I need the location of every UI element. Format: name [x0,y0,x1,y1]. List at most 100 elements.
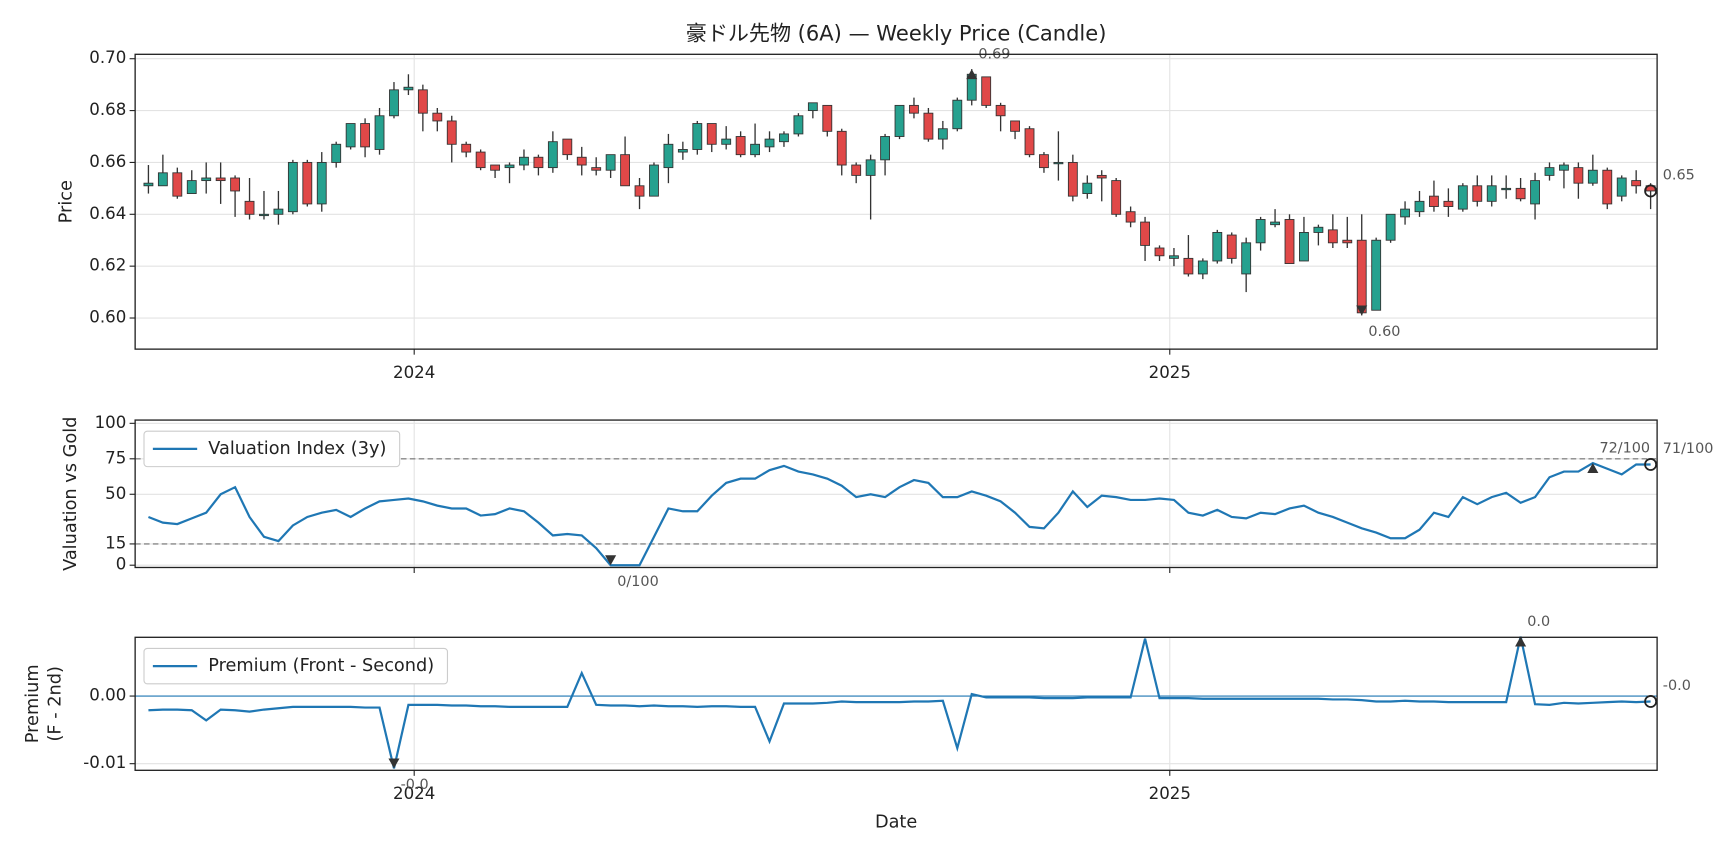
last-annotation: 71/100 [1663,441,1714,457]
candle-body [1385,213,1396,241]
candle-body [562,138,573,156]
candle-body [1183,257,1194,275]
plot-frame [134,636,1658,771]
last-marker [1644,184,1658,198]
candle-body [1039,154,1049,169]
y-axis-label: Price [56,180,76,223]
candle-body [692,123,703,150]
candle-body [1573,167,1584,184]
candle-body [547,141,558,169]
candle-body [1125,211,1136,223]
candle-body [1082,182,1093,194]
legend-label: Valuation Index (3y) [208,439,386,459]
candle-body [836,130,847,166]
min-annotation: -0.0 [401,777,429,793]
y-tick-label: 0.62 [89,256,126,275]
candle-body [1544,167,1555,176]
series-line [148,461,1651,567]
candle-body [750,143,760,156]
y-tick-label: 0.60 [89,308,126,327]
candle-body [663,143,674,169]
min-annotation: 0/100 [617,574,658,590]
candle-body [533,156,544,169]
candle-body [432,112,443,122]
candle-body [519,156,529,166]
candle-body [1284,219,1295,265]
last-marker [1644,695,1658,708]
candle-body [360,123,371,148]
plot-frame [134,419,1658,569]
chart-title: 豪ドル先物 (6A) — Weekly Price (Candle) [686,20,1107,45]
candle-body [1472,185,1483,202]
candle-body [259,213,269,217]
candle-body [764,138,775,148]
candle-body [634,185,645,197]
candle-body [1486,185,1497,202]
candle-body [1457,185,1468,210]
candle-body [1602,169,1613,205]
candle-body [186,180,197,194]
candle-body [591,167,602,171]
candle-body [389,89,399,117]
y-tick-label: 0.64 [89,204,126,223]
candle-body [1255,219,1266,244]
candle-body [851,164,862,176]
x-tick-label: 2025 [1149,784,1191,803]
candle-body [475,151,486,169]
candle-body [1414,200,1425,213]
candle-body [779,133,789,143]
legend-label: Premium (Front - Second) [208,656,434,676]
y-tick-label: 0.66 [89,152,126,171]
candle-body [302,161,313,205]
candle-body [1530,180,1540,205]
candle-body [1241,242,1252,275]
max-annotation: 0.0 [1527,614,1550,630]
candle-body [1024,128,1035,156]
max-marker [1515,636,1527,647]
candle-body [1327,229,1338,244]
candle-body [1443,200,1454,207]
plot-frame [134,53,1658,350]
max-annotation: 72/100 [1599,441,1650,457]
x-tick-label: 2024 [393,363,435,382]
candle-body [1313,226,1324,233]
x-tick-label: 2025 [1149,363,1191,382]
candle-body [735,136,746,156]
max-marker [1587,463,1599,474]
y-tick-label: -0.01 [83,753,126,772]
y-tick-label: 0.70 [89,48,126,67]
candle-body [1371,239,1382,311]
candle-body [1342,239,1353,244]
candle-body [230,177,241,192]
candle-body [894,104,905,137]
candle-body [1501,187,1512,191]
candle-body [576,156,587,166]
candle-body [1299,232,1309,262]
candle-body [461,143,472,153]
candle-body [417,89,428,114]
candle-body [981,76,992,106]
y-tick-label: 15 [105,533,126,552]
candle-body [952,99,963,130]
y-tick-label: 0.68 [89,100,126,119]
min-marker [388,758,400,769]
candle-body [1587,169,1598,184]
candle-body [677,149,688,153]
candle-body [1140,221,1150,246]
candle-body [1212,232,1223,262]
max-marker [966,69,978,80]
candle-body [1226,234,1237,259]
candle-body [937,128,948,140]
y-tick-label: 75 [105,448,126,467]
candle-body [620,154,631,187]
candle-body [793,115,804,135]
candle-body [446,120,457,145]
candle-body [649,164,659,197]
series-line [148,636,1651,769]
candle-body [1053,161,1064,165]
y-tick-label: 100 [95,413,127,432]
candle-body [244,200,255,215]
y-tick-label: 50 [105,484,126,503]
candle-body [706,123,717,145]
